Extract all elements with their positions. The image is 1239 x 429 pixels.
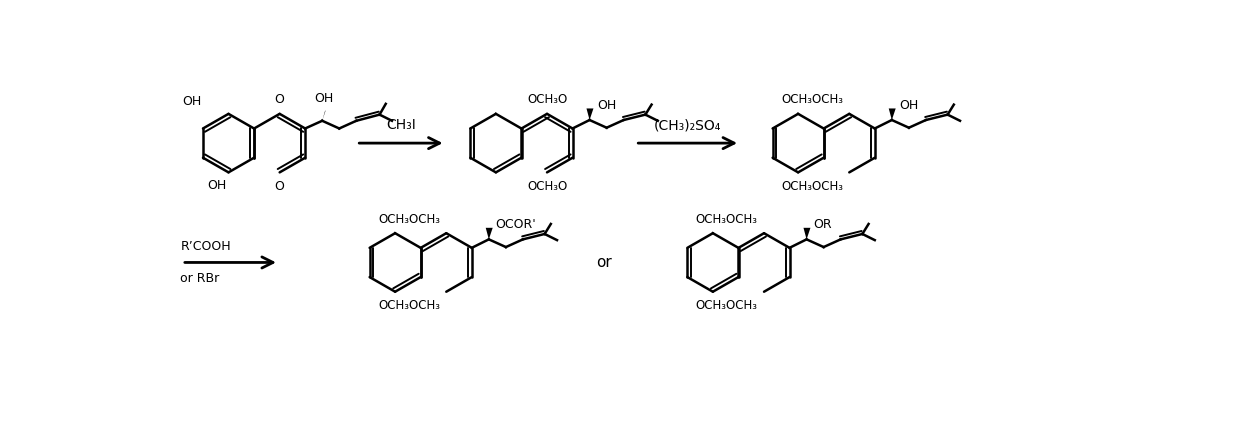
Text: or: or (596, 255, 612, 270)
Polygon shape (888, 109, 896, 120)
Text: CH₃I: CH₃I (387, 118, 416, 132)
Text: OCH₃O: OCH₃O (527, 93, 567, 106)
Text: OCH₃OCH₃: OCH₃OCH₃ (378, 212, 440, 226)
Text: or RBr: or RBr (181, 272, 219, 285)
Text: OCH₃O: OCH₃O (527, 180, 567, 193)
Text: OCOR': OCOR' (496, 218, 535, 231)
Text: OCH₃OCH₃: OCH₃OCH₃ (696, 299, 758, 312)
Text: (CH₃)₂SO₄: (CH₃)₂SO₄ (654, 118, 721, 132)
Polygon shape (322, 110, 326, 121)
Text: O: O (275, 180, 285, 193)
Text: OH: OH (182, 95, 202, 108)
Text: O: O (275, 93, 285, 106)
Text: OH: OH (597, 99, 617, 112)
Text: OR: OR (813, 218, 831, 231)
Polygon shape (803, 228, 810, 239)
Polygon shape (486, 228, 493, 239)
Text: OCH₃OCH₃: OCH₃OCH₃ (781, 93, 843, 106)
Text: OCH₃OCH₃: OCH₃OCH₃ (378, 299, 440, 312)
Polygon shape (586, 109, 593, 120)
Text: OH: OH (208, 178, 227, 191)
Text: OH: OH (315, 92, 333, 106)
Text: R’COOH: R’COOH (181, 240, 232, 253)
Text: OH: OH (900, 99, 919, 112)
Text: OCH₃OCH₃: OCH₃OCH₃ (696, 212, 758, 226)
Text: OCH₃OCH₃: OCH₃OCH₃ (781, 180, 843, 193)
